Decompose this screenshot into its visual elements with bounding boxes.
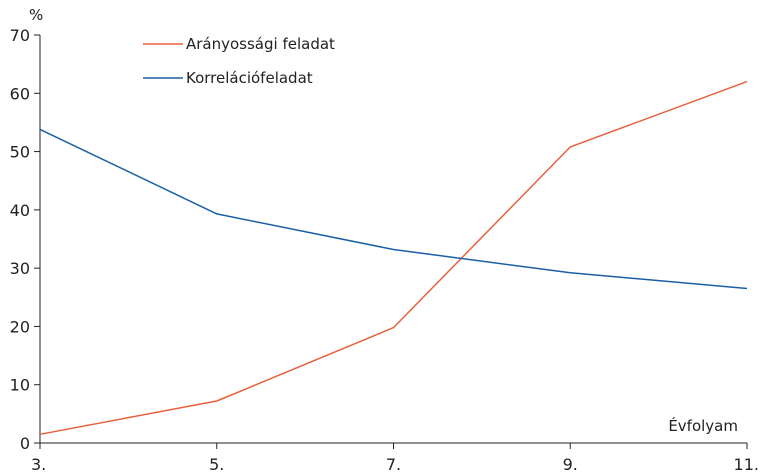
legend-label-korrelacio: Korrelációfeladat	[186, 69, 313, 87]
legend-label-aranyossagi: Arányossági feladat	[186, 35, 335, 53]
x-axis-title: Évfolyam	[668, 416, 738, 435]
y-tick-label: 0	[20, 434, 30, 453]
y-axis-title: %	[29, 6, 43, 24]
x-tick-label: 7.	[386, 455, 401, 473]
y-tick-label: 50	[10, 143, 30, 162]
series-line-aranyossagi	[39, 80, 748, 436]
y-tick-label: 40	[10, 201, 30, 220]
y-tick-label: 70	[10, 26, 30, 45]
series-lines	[39, 80, 748, 436]
x-tick-label: 11.	[734, 455, 759, 473]
x-tick-label: 3.	[31, 455, 46, 473]
legend: Arányossági feladat Korrelációfeladat	[143, 35, 335, 87]
x-tick-label: 9.	[563, 455, 578, 473]
y-tick-label: 20	[10, 317, 30, 336]
y-tick-label: 30	[10, 259, 30, 278]
y-tick-label: 10	[10, 376, 30, 395]
series-line-korrelacio	[39, 128, 748, 290]
y-tick-label: 60	[10, 84, 30, 103]
x-ticks: 3. 5. 7. 9. 11.	[31, 443, 759, 473]
x-tick-label: 5.	[209, 455, 224, 473]
y-ticks: 0 10 20 30 40 50 60 70	[10, 26, 40, 453]
